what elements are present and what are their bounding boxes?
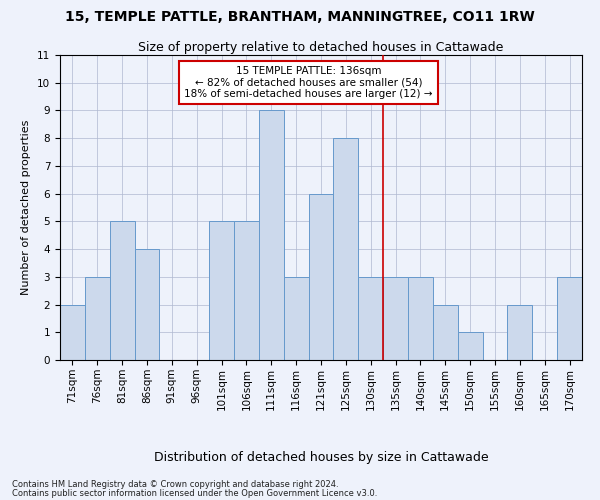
Bar (557, 277, 582, 360)
Bar (358, 277, 383, 360)
Bar (408, 277, 433, 360)
Bar (110, 222, 134, 360)
Bar (85, 277, 110, 360)
Bar (308, 194, 334, 360)
Bar (433, 304, 458, 360)
Bar (234, 222, 259, 360)
Bar (458, 332, 482, 360)
X-axis label: Distribution of detached houses by size in Cattawade: Distribution of detached houses by size … (154, 452, 488, 464)
Text: 15, TEMPLE PATTLE, BRANTHAM, MANNINGTREE, CO11 1RW: 15, TEMPLE PATTLE, BRANTHAM, MANNINGTREE… (65, 10, 535, 24)
Text: Contains HM Land Registry data © Crown copyright and database right 2024.: Contains HM Land Registry data © Crown c… (12, 480, 338, 489)
Bar (259, 110, 284, 360)
Bar (284, 277, 308, 360)
Bar (209, 222, 234, 360)
Text: Contains public sector information licensed under the Open Government Licence v3: Contains public sector information licen… (12, 488, 377, 498)
Y-axis label: Number of detached properties: Number of detached properties (22, 120, 31, 295)
Bar (383, 277, 408, 360)
Bar (334, 138, 358, 360)
Title: Size of property relative to detached houses in Cattawade: Size of property relative to detached ho… (139, 41, 503, 54)
Bar (508, 304, 532, 360)
Bar (134, 249, 160, 360)
Text: 15 TEMPLE PATTLE: 136sqm
← 82% of detached houses are smaller (54)
18% of semi-d: 15 TEMPLE PATTLE: 136sqm ← 82% of detach… (184, 66, 433, 100)
Bar (60, 304, 85, 360)
